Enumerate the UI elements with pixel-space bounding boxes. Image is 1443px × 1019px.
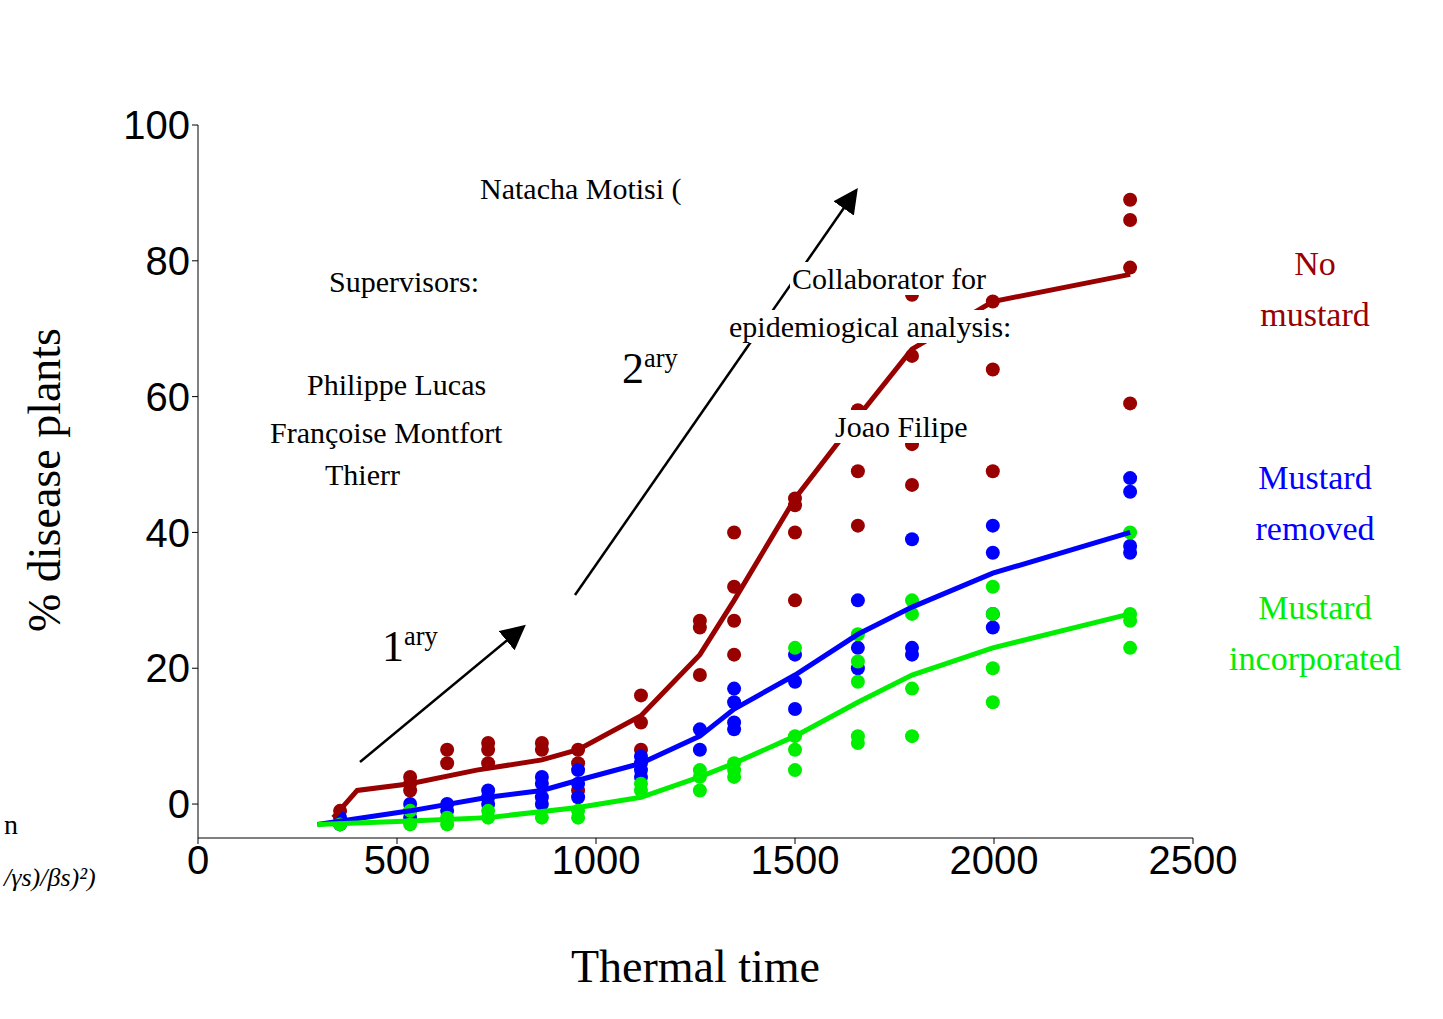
svg-text:2000: 2000 (950, 838, 1039, 882)
html-text:No mustard: No mustard (1260, 245, 1370, 333)
svg-text:500: 500 (364, 838, 431, 882)
svg-text:2500: 2500 (1149, 838, 1238, 882)
html-text:Thierr: Thierr (325, 458, 400, 491)
svg-text:0: 0 (168, 782, 190, 826)
html-text:Françoise Montfort: Françoise Montfort (270, 416, 503, 449)
svg-text:40: 40 (146, 511, 191, 555)
html-text:Supervisors:: Supervisors: (329, 265, 479, 298)
svg-text:0: 0 (187, 838, 209, 882)
svg-text:20: 20 (146, 646, 191, 690)
svg-text:1000: 1000 (552, 838, 641, 882)
html-text:Collaborator for: Collaborator for (792, 262, 987, 295)
html-text:Mustard incorporated: Mustard incorporated (1229, 589, 1401, 677)
html-text:Mustard removed: Mustard removed (1255, 459, 1375, 547)
svg-text:1500: 1500 (751, 838, 840, 882)
html-text:Joao Filipe: Joao Filipe (835, 410, 968, 443)
html-text:Thermal time: Thermal time (571, 941, 820, 992)
html-text:Philippe Lucas: Philippe Lucas (307, 368, 487, 401)
html-text:Natacha Motisi (: Natacha Motisi ( (480, 172, 682, 205)
svg-text:100: 100 (123, 103, 190, 147)
html-text:/γs)/βs)²): /γs)/βs)²) (4, 863, 96, 892)
svg-text:60: 60 (146, 375, 191, 419)
html-text:epidemiogical analysis:: epidemiogical analysis: (729, 310, 1012, 343)
svg-text:80: 80 (146, 239, 191, 283)
html-text:n: n (4, 809, 18, 840)
html-text:2ary: 2ary (622, 343, 678, 393)
html-text:1ary: 1ary (382, 621, 438, 671)
html-text:% disease plants: % disease plants (19, 328, 70, 632)
